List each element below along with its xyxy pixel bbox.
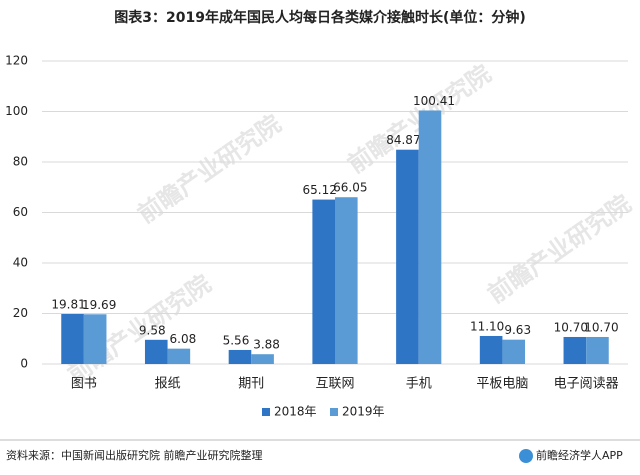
legend-label: 2018年	[274, 405, 317, 419]
value-label: 9.58	[139, 323, 166, 337]
brand-logo	[519, 449, 533, 463]
bar	[502, 339, 526, 364]
y-tick-label: 120	[5, 54, 28, 68]
y-tick-label: 60	[13, 205, 28, 219]
value-label: 10.70	[584, 320, 618, 334]
value-label: 65.12	[303, 183, 337, 197]
bar	[396, 149, 419, 364]
legend-swatch	[262, 408, 270, 416]
value-label: 19.81	[51, 297, 85, 311]
brand: 前瞻经济学人APP	[536, 448, 623, 462]
value-label: 66.05	[333, 181, 367, 195]
bar	[418, 110, 442, 364]
value-label: 3.88	[253, 338, 280, 352]
x-tick-label: 期刊	[238, 377, 264, 392]
value-label: 84.87	[386, 133, 420, 147]
bar	[312, 199, 335, 364]
bar	[83, 314, 107, 364]
value-label: 6.08	[170, 332, 197, 346]
y-tick-label: 100	[5, 104, 28, 118]
source: 资料来源：中国新闻出版研究院 前瞻产业研究院整理	[6, 448, 263, 462]
watermark: 前瞻产业研究院	[483, 190, 637, 309]
value-label: 11.10	[470, 319, 504, 333]
bar	[586, 336, 609, 364]
value-label: 5.56	[223, 333, 250, 347]
x-tick-label: 平板电脑	[476, 377, 528, 392]
value-label: 19.69	[82, 298, 116, 312]
x-tick-label: 手机	[406, 377, 432, 392]
bar	[61, 313, 84, 364]
bar	[167, 348, 191, 364]
y-tick-label: 0	[20, 357, 28, 371]
bar	[251, 354, 274, 364]
y-tick-label: 80	[13, 155, 28, 169]
y-tick-label: 40	[13, 256, 28, 270]
bar	[144, 339, 168, 364]
value-label: 9.63	[504, 323, 531, 337]
bar	[335, 197, 358, 364]
watermark: 前瞻产业研究院	[133, 110, 287, 229]
legend-label: 2019年	[342, 405, 385, 419]
y-tick-label: 20	[13, 306, 28, 320]
bar	[479, 335, 503, 364]
x-tick-label: 报纸	[155, 377, 181, 392]
chart-title: 图表3：2019年成年国民人均每日各类媒介接触时长(单位：分钟)	[114, 9, 526, 26]
x-tick-label: 图书	[71, 377, 97, 392]
legend-swatch	[330, 408, 338, 416]
bar	[228, 349, 252, 364]
value-label: 10.70	[554, 320, 588, 334]
x-tick-label: 电子阅读器	[554, 377, 619, 392]
value-label: 100.41	[413, 94, 455, 108]
bar	[563, 336, 587, 364]
x-tick-label: 互联网	[315, 377, 354, 392]
